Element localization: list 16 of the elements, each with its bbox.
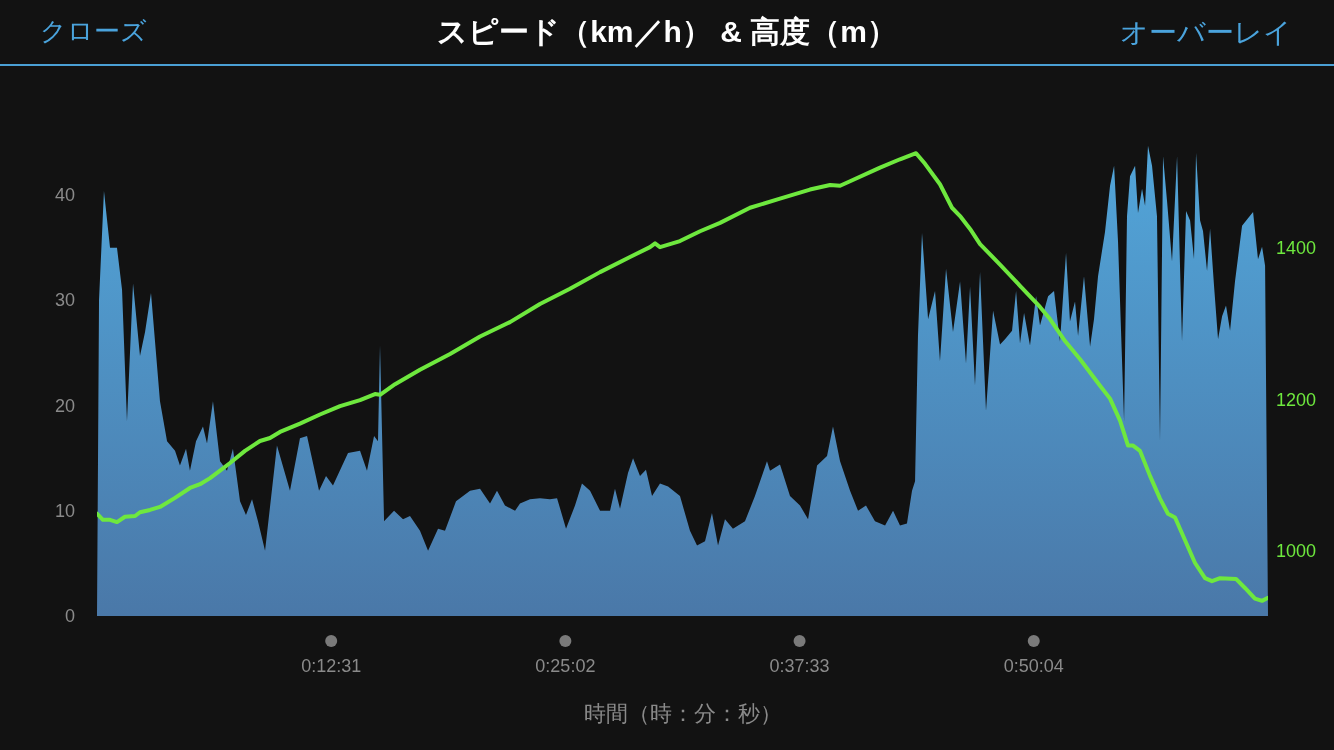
y2-tick-label: 1400 [1276, 238, 1317, 259]
y2-tick-label: 1200 [1276, 389, 1317, 410]
x-tick-label: 0:37:33 [769, 656, 830, 676]
y-tick-label: 30 [54, 290, 75, 311]
x-tick-label: 0:25:02 [535, 656, 596, 676]
text: オーバーレイ [1120, 16, 1292, 50]
x-tick-label: 0:12:31 [301, 656, 362, 676]
y-tick-label: 10 [54, 500, 75, 521]
y-tick-label: 0 [64, 606, 75, 626]
text: クローズ [40, 15, 147, 48]
y-tick-label: 20 [54, 395, 75, 416]
y2-tick-label: 1000 [1276, 541, 1317, 562]
y-tick-label: 40 [54, 185, 75, 206]
x-axis-title: 時間（時：分：秒） [583, 701, 782, 726]
x-tick-label: 0:50:04 [1003, 656, 1064, 676]
chart-title: スピード（km／h） & 高度（m） [437, 15, 897, 48]
